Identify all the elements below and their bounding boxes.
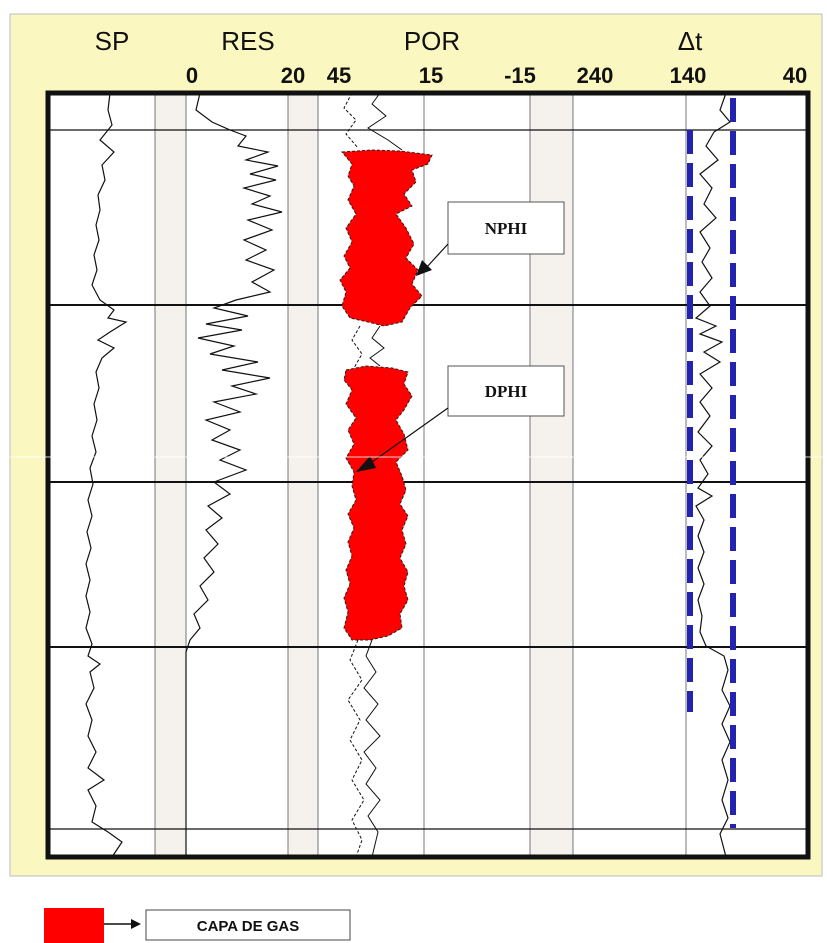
gas-cap-fill-lower xyxy=(343,365,413,641)
res-scale-min: 0 xyxy=(186,63,198,88)
res-track-title: RES xyxy=(221,26,274,56)
res-scale-max: 20 xyxy=(281,63,305,88)
dt-scale-left: 240 xyxy=(577,63,614,88)
dphi-curve xyxy=(343,92,365,858)
por-scale-mid: 15 xyxy=(419,63,443,88)
legend-arrowhead xyxy=(131,919,141,929)
nphi-callout-box xyxy=(447,201,565,255)
dt-baseline-dashed-lines xyxy=(687,98,736,828)
gas-cap-fill-upper xyxy=(339,149,433,327)
track-separator-2 xyxy=(288,93,318,857)
sp-curve xyxy=(85,92,128,858)
track-separator-1 xyxy=(155,93,186,857)
legend-swatch xyxy=(44,908,104,943)
dphi-callout-box xyxy=(447,365,565,417)
legend-label-box xyxy=(145,909,351,941)
res-curve xyxy=(185,92,283,857)
legend-label: CAPA DE GAS xyxy=(197,918,300,935)
dt-curve xyxy=(694,92,731,858)
dt-scale-mid: 140 xyxy=(670,63,707,88)
por-track-title: POR xyxy=(404,26,460,56)
nphi-callout-label: NPHI xyxy=(485,219,528,238)
dphi-arrowhead xyxy=(356,456,376,472)
nphi-curve xyxy=(363,92,403,858)
dphi-callout-label: DPHI xyxy=(485,382,528,401)
dphi-callout-arrow xyxy=(371,407,449,463)
vertical-grid-lines xyxy=(154,93,687,857)
nphi-arrowhead xyxy=(416,260,432,276)
horizontal-grid-lines xyxy=(50,129,806,830)
sp-track-title: SP xyxy=(95,26,130,56)
dt-scale-right: 40 xyxy=(783,63,807,88)
dt-track-title: Δt xyxy=(678,26,703,56)
por-scale-left: 45 xyxy=(327,63,351,88)
por-scale-right: -15 xyxy=(504,63,536,88)
log-area-frame xyxy=(45,90,811,860)
nphi-callout-arrow xyxy=(425,243,449,269)
